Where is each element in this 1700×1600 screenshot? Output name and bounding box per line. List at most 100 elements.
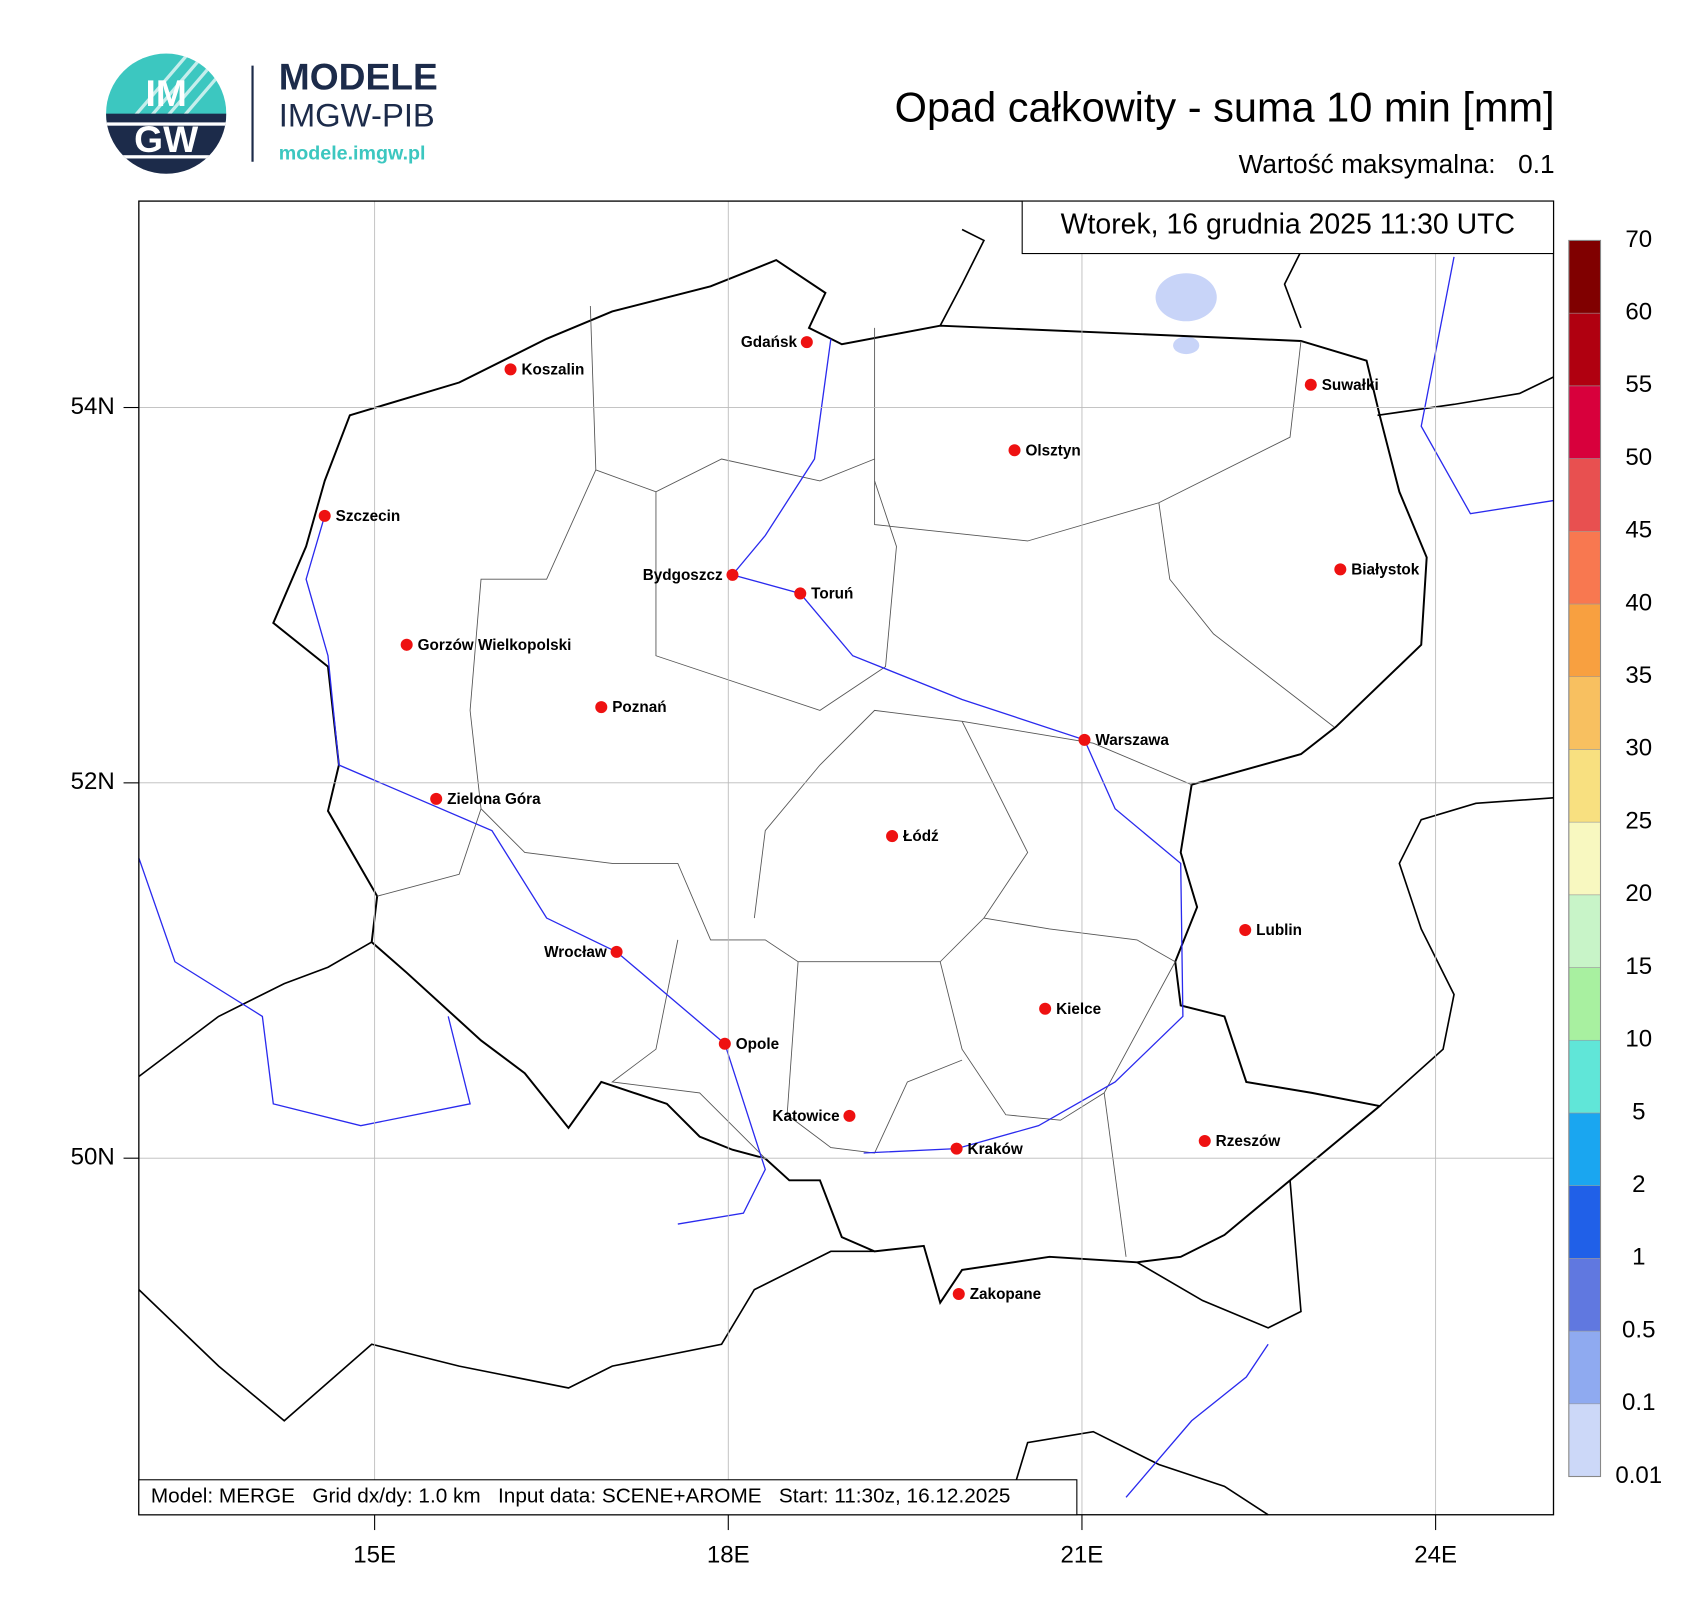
city-dot (1078, 733, 1091, 746)
colorbar-box (1568, 1185, 1601, 1259)
city-dot (1008, 444, 1021, 457)
colorbar-box (1568, 676, 1601, 750)
logo-text: GW (134, 118, 199, 160)
city-label: Wrocław (544, 944, 607, 961)
city-dot (1239, 924, 1252, 937)
river (1125, 1343, 1269, 1498)
y-tick-label: 52N (71, 768, 115, 795)
colorbar-frame (1568, 239, 1602, 1478)
region-border (939, 917, 1176, 1121)
region-border (611, 939, 766, 1159)
city-label: Szczecin (336, 508, 401, 525)
neighbour-border (1377, 376, 1554, 417)
city-dot (843, 1109, 856, 1122)
city-dot (800, 336, 813, 349)
x-tick-label: 24E (1414, 1542, 1457, 1569)
river (1420, 256, 1554, 515)
logo: IM GW MODELE IMGW-PIB modele.imgw.pl (106, 53, 438, 174)
city-dot (430, 792, 443, 805)
city-label: Kraków (968, 1141, 1023, 1158)
colorbar-label: 30 (1625, 735, 1652, 762)
colorbar-box (1568, 1330, 1601, 1405)
colorbar-box (1568, 1112, 1601, 1186)
city-dot (595, 701, 608, 714)
geography (138, 228, 1554, 1516)
colorbar-box (1568, 312, 1601, 387)
map-area (138, 201, 1554, 1515)
city-dot (1334, 563, 1347, 576)
colorbar-box (1568, 603, 1601, 677)
colorbar-box (1568, 385, 1601, 459)
colorbar-box (1568, 458, 1601, 532)
colorbar-label: 20 (1625, 880, 1652, 907)
city-dot (504, 363, 517, 376)
lake (1155, 273, 1217, 322)
colorbar-label: 0.1 (1622, 1389, 1655, 1416)
brand: MODELE (279, 56, 438, 98)
city-label: Lublin (1256, 922, 1302, 939)
river (138, 857, 471, 1127)
region-border (961, 720, 1192, 786)
region-border (874, 340, 1302, 542)
river (305, 515, 766, 1225)
x-tick-label: 15E (353, 1542, 396, 1569)
city-dot (610, 945, 623, 958)
colorbar-box (1568, 1403, 1601, 1477)
city-dot (726, 568, 739, 581)
map-bg (138, 201, 1554, 1515)
colorbar-box (1568, 749, 1601, 823)
colorbar-box (1568, 240, 1601, 314)
colorbar-label: 1 (1632, 1244, 1645, 1271)
city-dot (952, 1287, 965, 1300)
y-tick-label: 54N (71, 393, 115, 420)
region-border (655, 480, 897, 711)
title: Opad całkowity - suma 10 min [mm] (895, 83, 1555, 130)
footer: Model: MERGE Grid dx/dy: 1.0 km Input da… (151, 1485, 1011, 1508)
colorbar-label: 60 (1625, 298, 1652, 325)
cities: Gdańsk Koszalin Suwałki Olsztyn Szczecin Biał… (318, 334, 1420, 1303)
city-dot (318, 509, 331, 522)
colorbar-label: 5 (1632, 1098, 1645, 1125)
city-label: Gdańsk (741, 334, 798, 351)
logo-text: IM (146, 72, 187, 114)
colorbar-box (1568, 894, 1601, 968)
region-border (469, 469, 1029, 963)
colorbar-box (1568, 531, 1601, 605)
city-label: Zielona Góra (447, 791, 541, 808)
neighbour-border (138, 1250, 875, 1422)
city-label: Rzeszów (1216, 1133, 1281, 1150)
city-label: Gorzów Wielkopolski (418, 637, 572, 654)
colorbar-box (1568, 967, 1601, 1041)
city-label: Toruń (811, 586, 853, 603)
city-label: Warszawa (1095, 732, 1169, 749)
lake (1173, 336, 1200, 355)
colorbar-label: 55 (1625, 371, 1652, 398)
country-border (272, 259, 1428, 1306)
colorbar-label: 25 (1625, 807, 1652, 834)
date-box (1021, 200, 1555, 255)
city-dot (1304, 378, 1317, 391)
city-label: Katowice (772, 1108, 839, 1125)
colorbar-box (1568, 1258, 1601, 1332)
city-label: Opole (736, 1036, 779, 1053)
city-label: Suwałki (1322, 377, 1379, 394)
city-dot (1198, 1134, 1211, 1147)
city-dot (400, 638, 413, 651)
city-label: Zakopane (970, 1286, 1041, 1303)
footer-box (138, 1479, 1078, 1516)
city-dot (718, 1037, 731, 1050)
x-tick-label: 18E (707, 1542, 750, 1569)
x-tick-label: 21E (1061, 1542, 1104, 1569)
city-label: Poznań (612, 699, 666, 716)
url: modele.imgw.pl (279, 142, 426, 164)
max-label: Wartość maksymalna: (1239, 149, 1496, 179)
city-label: Koszalin (521, 362, 584, 379)
date: Wtorek, 16 grudnia 2025 11:30 UTC (1061, 209, 1515, 241)
colorbar-label: 50 (1625, 444, 1652, 471)
neighbour-border (1005, 1430, 1269, 1516)
city-label: Kielce (1056, 1001, 1101, 1018)
region-border (1103, 1092, 1127, 1257)
